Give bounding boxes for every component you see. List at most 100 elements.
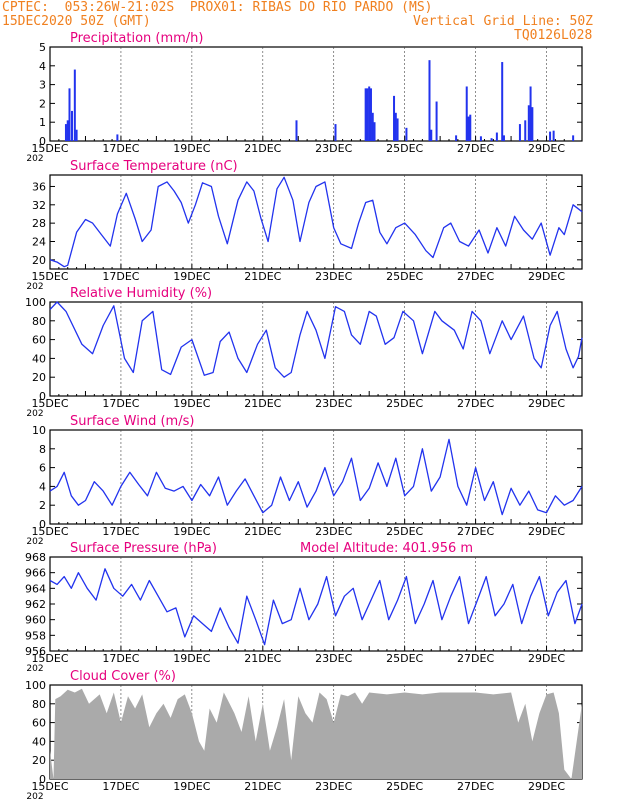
cloud-xtick-label: 21DEC	[244, 780, 281, 793]
precip-ytick-label: 2	[39, 97, 46, 110]
precip-bar	[479, 136, 482, 141]
precip-xtick-label: 17DEC	[102, 142, 139, 155]
cloud-xtick-label: 27DEC	[457, 780, 494, 793]
precip-bar	[394, 112, 397, 141]
wind-title: Surface Wind (m/s)	[70, 414, 194, 429]
temp-frame	[49, 174, 583, 270]
precip-bar	[334, 124, 337, 141]
wind-frame	[49, 429, 583, 525]
pressure-ytick-label: 956	[25, 645, 46, 658]
pressure-xtick-label: 19DEC	[173, 652, 210, 665]
rh-title: Relative Humidity (%)	[70, 286, 212, 301]
precip-xtick-label: 15DEC	[31, 142, 68, 155]
pressure-ytick-label: 960	[25, 614, 46, 627]
rh-series-line	[49, 301, 583, 378]
temp-title: Surface Temperature (nC)	[70, 159, 238, 174]
wind-xtick-label: 23DEC	[315, 525, 352, 538]
precip-ytick-label: 3	[39, 79, 46, 92]
precip-bar	[527, 105, 530, 141]
precip-bar	[366, 88, 369, 141]
wind-ytick-label: 0	[39, 518, 46, 531]
pressure-ytick-label: 958	[25, 629, 46, 642]
precip-xtick-label: 25DEC	[386, 142, 423, 155]
header-line1: CPTEC: 053:26W-21:02S PROX01: RIBAS DO R…	[2, 0, 433, 15]
pressure-ytick-label: 966	[25, 567, 46, 580]
precip-bar	[518, 124, 521, 141]
cloud-ytick-label: 100	[25, 679, 46, 692]
cloud-xtick-label: 25DEC	[386, 780, 423, 793]
precip-xtick-label: 29DEC	[528, 142, 565, 155]
precip-xtick-label: 21DEC	[244, 142, 281, 155]
precip-bar	[373, 122, 376, 141]
pressure-xtick-label: 27DEC	[457, 652, 494, 665]
cloud-ytick-label: 20	[32, 754, 46, 767]
temp-series-line	[49, 176, 583, 268]
wind-xtick-label: 19DEC	[173, 525, 210, 538]
temp-xtick-label: 29DEC	[528, 270, 565, 283]
pressure-xtick-label: 21DEC	[244, 652, 281, 665]
header-model-code: TQ0126L028	[514, 28, 593, 43]
pressure-xtick-label: 29DEC	[528, 652, 565, 665]
precip-ytick-label: 4	[39, 60, 46, 73]
precip-bar	[75, 129, 78, 141]
wind-year-label: 202	[26, 537, 43, 547]
precip-bar	[405, 127, 408, 141]
precip-bar	[396, 118, 399, 141]
wind-ytick-label: 10	[32, 424, 46, 437]
wind-ytick-label: 6	[39, 462, 46, 475]
precip-bar	[116, 134, 119, 141]
cloud-ytick-label: 60	[32, 717, 46, 730]
rh-ytick-label: 80	[32, 315, 46, 328]
pressure-frame	[49, 556, 583, 652]
precip-title: Precipitation (mm/h)	[70, 31, 203, 46]
temp-xtick-label: 23DEC	[315, 270, 352, 283]
cloud-ytick-label: 0	[39, 773, 46, 786]
precip-bar	[364, 88, 367, 141]
precip-bar	[369, 88, 372, 141]
pressure-ytick-label: 962	[25, 598, 46, 611]
pressure-xtick-label: 17DEC	[102, 652, 139, 665]
pressure-xtick-label: 25DEC	[386, 652, 423, 665]
precip-bar	[465, 86, 468, 141]
wind-xtick-label: 29DEC	[528, 525, 565, 538]
rh-ytick-label: 100	[25, 296, 46, 309]
precip-bar	[501, 62, 504, 141]
wind-ytick-label: 2	[39, 499, 46, 512]
rh-ytick-label: 40	[32, 352, 46, 365]
temp-ytick-label: 24	[32, 235, 46, 248]
rh-ytick-label: 60	[32, 334, 46, 347]
precip-xtick-label: 27DEC	[457, 142, 494, 155]
precip-year-label: 202	[26, 154, 43, 164]
precip-bar	[455, 135, 458, 141]
rh-frame	[49, 301, 583, 397]
cloud-xtick-label: 29DEC	[528, 780, 565, 793]
wind-xtick-label: 27DEC	[457, 525, 494, 538]
header-date: 15DEC2020 50Z (GMT)	[2, 14, 151, 29]
precip-bar	[495, 132, 498, 141]
precip-bar	[531, 107, 534, 141]
wind-ytick-label: 8	[39, 443, 46, 456]
temp-xtick-label: 25DEC	[386, 270, 423, 283]
temp-xtick-label: 27DEC	[457, 270, 494, 283]
temp-ytick-label: 20	[32, 254, 46, 267]
precip-bar	[490, 138, 493, 141]
cloud-title: Cloud Cover (%)	[70, 669, 176, 684]
temp-ytick-label: 32	[32, 199, 46, 212]
precip-xtick-label: 23DEC	[315, 142, 352, 155]
pressure-xtick-label: 23DEC	[315, 652, 352, 665]
pressure-ytick-label: 964	[25, 582, 46, 595]
cloud-xtick-label: 19DEC	[173, 780, 210, 793]
precip-bar	[295, 120, 298, 141]
temp-ytick-label: 36	[32, 180, 46, 193]
rh-ytick-label: 20	[32, 371, 46, 384]
rh-xtick-label: 23DEC	[315, 397, 352, 410]
wind-series-line	[49, 438, 583, 516]
rh-xtick-label: 29DEC	[528, 397, 565, 410]
wind-xtick-label: 17DEC	[102, 525, 139, 538]
precip-ytick-label: 0	[39, 135, 46, 148]
precip-ytick-label: 5	[39, 41, 46, 54]
pressure-xtick-label: 15DEC	[31, 652, 68, 665]
cloud-xtick-label: 15DEC	[31, 780, 68, 793]
precip-bar	[64, 124, 67, 141]
rh-xtick-label: 17DEC	[102, 397, 139, 410]
